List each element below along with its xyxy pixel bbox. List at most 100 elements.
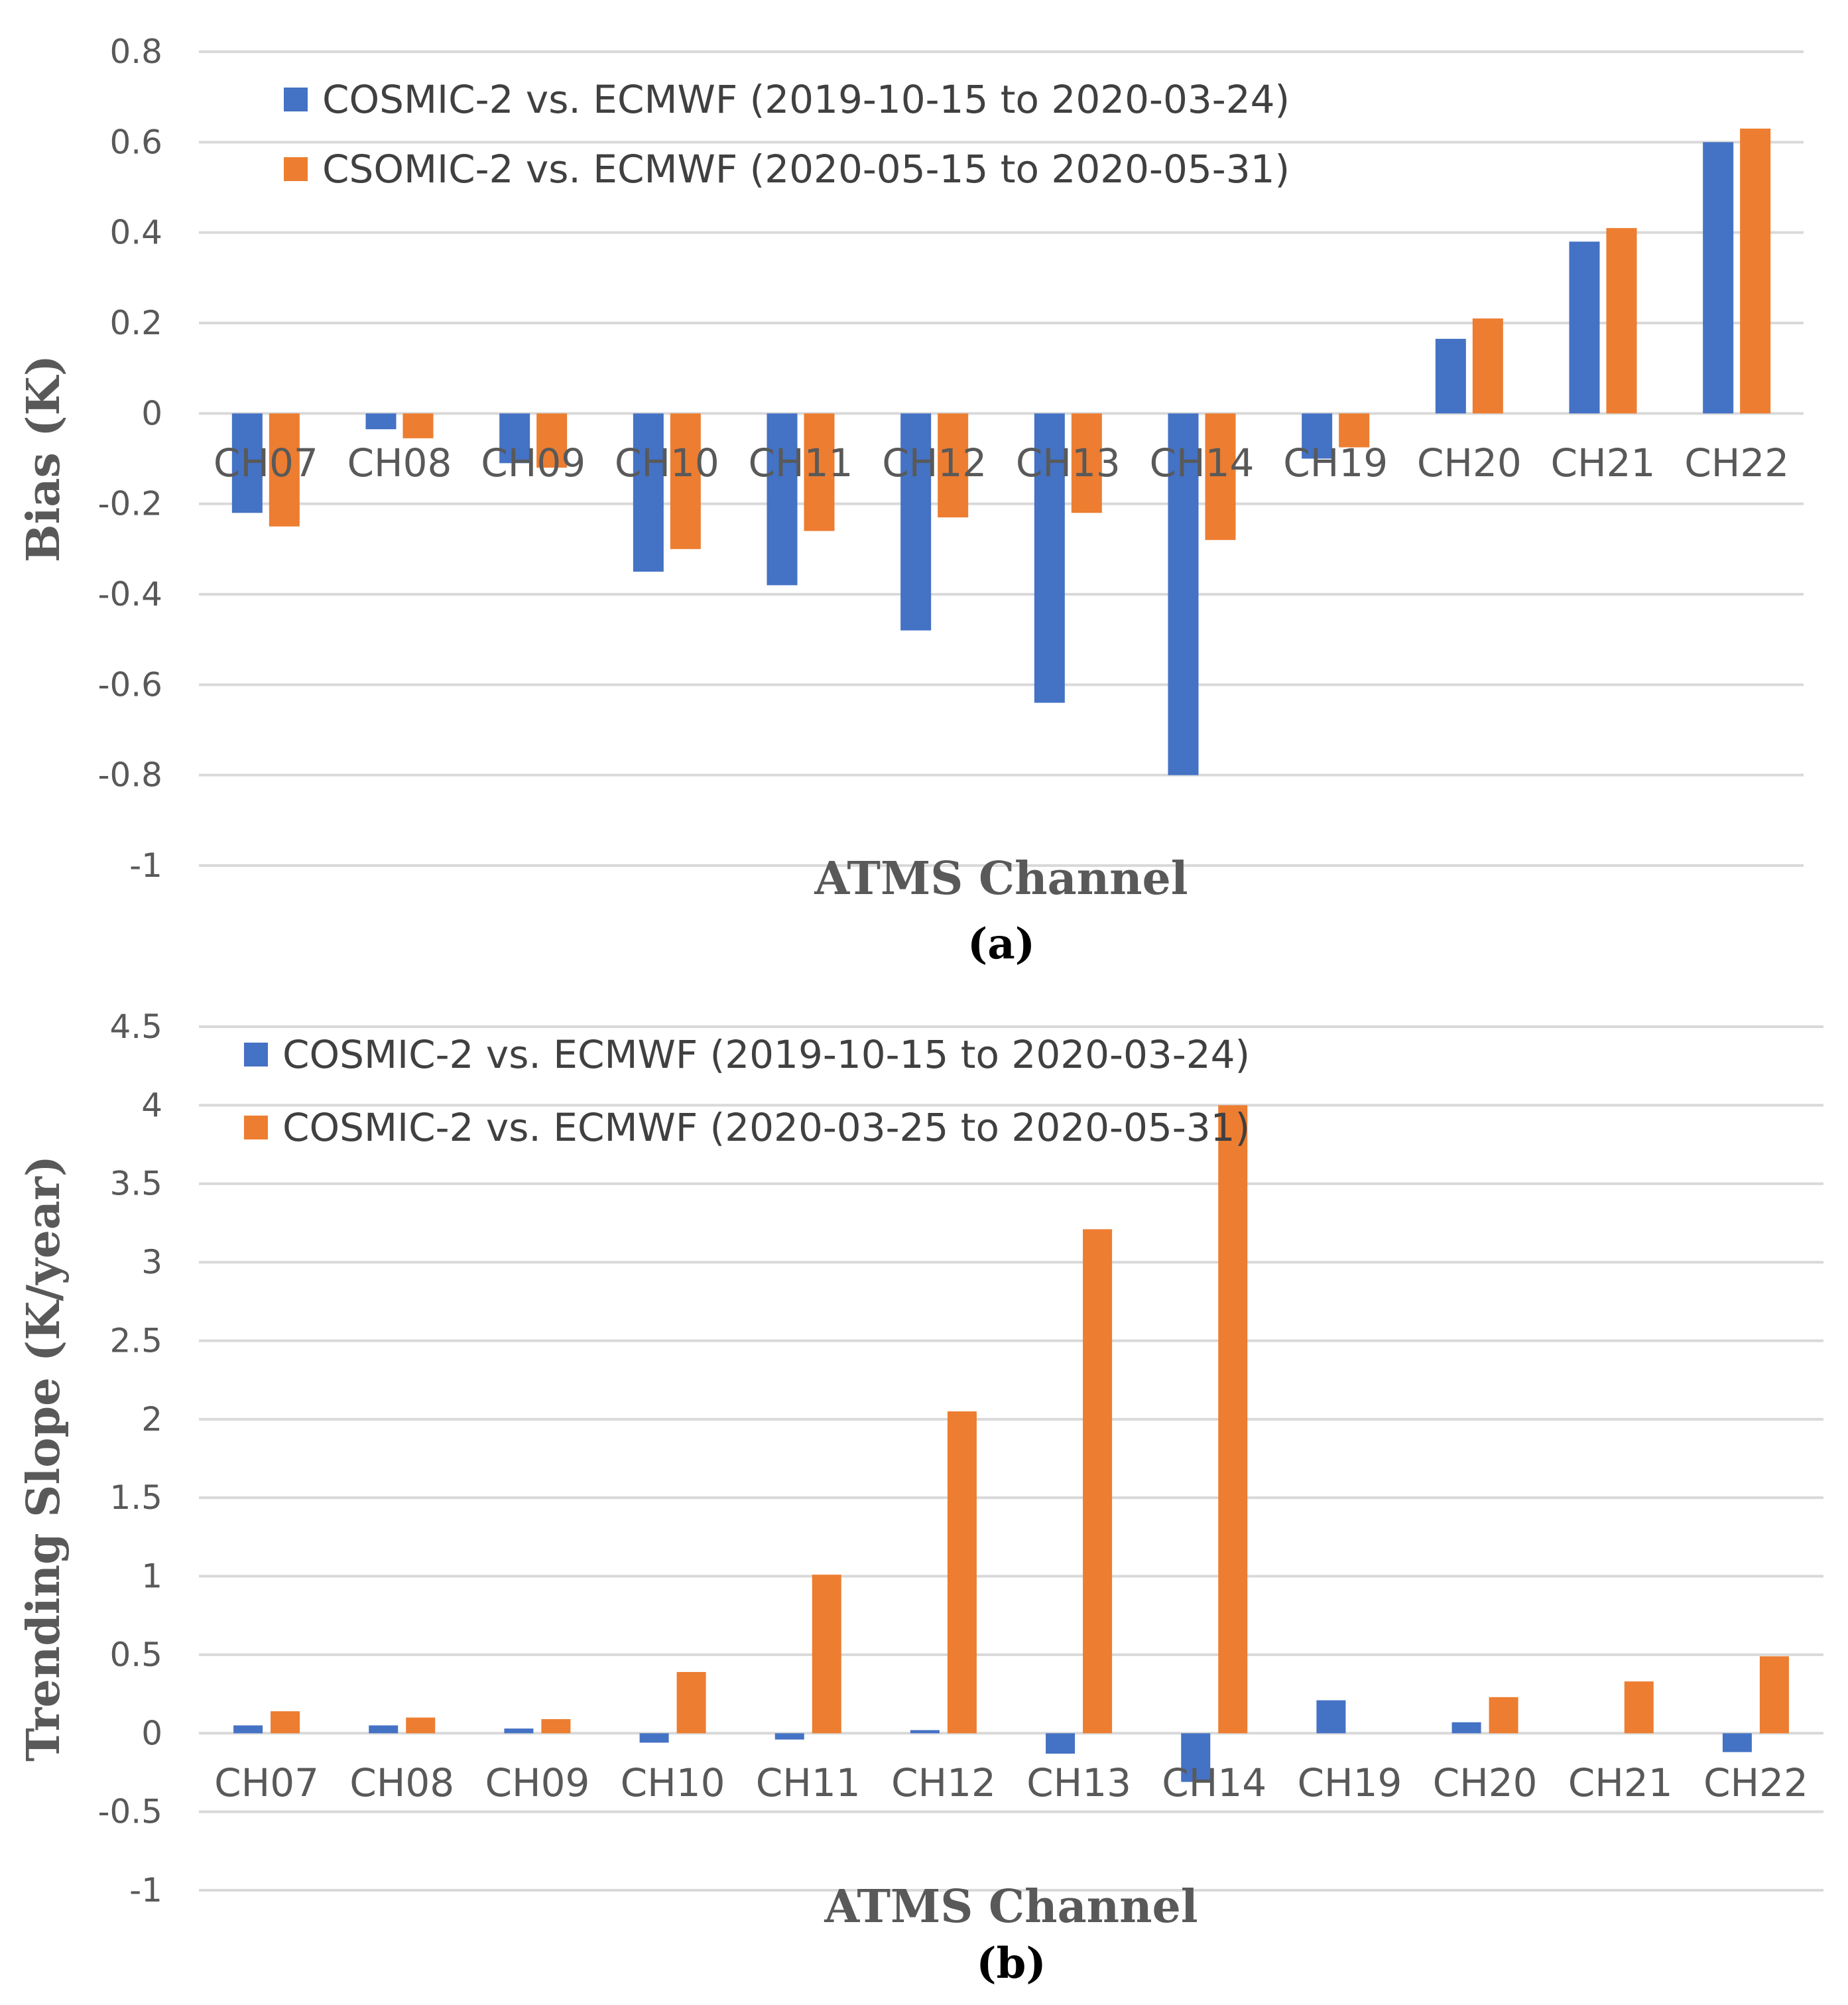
legend-entry: COSMIC-2 vs. ECMWF (2019-10-15 to 2020-0… [322,77,1290,122]
bar-series2-ch10 [676,1671,706,1734]
bar-series2-ch19 [1339,413,1370,448]
y-tick-label: 3.5 [109,1165,162,1203]
y-tick-label: -0.8 [97,756,162,795]
x-category-label: CH11 [756,1760,861,1805]
y-tick-label: 2 [141,1400,162,1439]
bar-series1-ch09 [504,1728,534,1734]
x-category-label: CH14 [1150,440,1255,485]
y-tick-label: 0.6 [109,123,162,161]
legend-entry: COSMIC-2 vs. ECMWF (2020-03-25 to 2020-0… [282,1105,1250,1150]
x-category-label: CH07 [214,1760,319,1805]
x-category-label: CH08 [347,440,452,485]
bar-series2-ch20 [1472,318,1503,414]
bar-series1-ch09 [499,413,530,464]
y-axis-title: Bias (K) [17,355,70,562]
panel-label: (a) [967,919,1035,969]
chart-panel-a: 0.8 0.6 0.4 0.2 0 -0.2 -0.4 -0.6 -0.8 -1 CH07 CH08 C… [17,32,1804,969]
bar-series1-ch07 [231,413,263,513]
chart-panel-b: 4.5 4 3.5 3 2.5 2 1.5 1 0.5 0 -0.5 -1 CH07 CH08 CH09 CH… [17,1007,1823,1988]
bar-series1-ch07 [233,1725,263,1734]
y-tick-label: -1 [129,1871,162,1909]
bar-series1-ch20 [1451,1722,1481,1734]
x-category-label: CH12 [882,440,987,485]
y-tick-label: -0.2 [97,485,162,523]
bar-series1-ch13 [1046,1733,1076,1754]
x-category-label: CH13 [1026,1760,1131,1805]
y-tick-label: 0.4 [109,214,162,252]
bar-series2-ch22 [1759,1656,1789,1734]
bar-series2-ch13 [1071,413,1102,513]
bar-series1-ch10 [633,413,664,572]
bar-series1-ch19 [1302,413,1333,459]
x-category-label: CH22 [1684,440,1789,485]
x-category-label: CH11 [749,440,853,485]
bar-series1-ch13 [1034,413,1065,703]
bar-series2-ch07 [269,413,300,527]
bar-series1-ch21 [1569,241,1600,414]
x-category-label: CH08 [349,1760,454,1805]
bar-series1-ch11 [774,1733,804,1740]
x-category-label: CH20 [1417,440,1522,485]
x-category-label: CH19 [1297,1760,1402,1805]
bar-series1-ch12 [900,413,932,631]
x-category-label: CH12 [891,1760,996,1805]
y-tick-label: -0.4 [97,575,162,614]
legend-swatch [244,1043,268,1067]
x-category-label: CH21 [1568,1760,1673,1805]
x-category-label: CH09 [481,440,585,485]
bar-series2-ch08 [406,1717,436,1734]
bar-series1-ch08 [369,1725,399,1734]
legend-entry: CSOMIC-2 vs. ECMWF (2020-05-15 to 2020-0… [322,147,1290,192]
y-tick-label: 0.8 [109,32,162,71]
x-axis-title: ATMS Channel [824,1880,1198,1933]
y-tick-label: -0.5 [97,1793,162,1831]
bar-series1-ch20 [1435,338,1466,414]
x-category-label: CH22 [1703,1760,1808,1805]
bar-series2-ch09 [541,1718,571,1734]
y-tick-label: 0.2 [109,304,162,342]
panel-label: (b) [976,1939,1046,1988]
bar-series2-ch07 [271,1711,300,1734]
y-tick-label: 0 [141,394,162,432]
x-category-label: CH21 [1551,440,1656,485]
x-axis-title: ATMS Channel [814,852,1188,905]
bar-series1-ch11 [767,413,798,586]
bar-series1-ch22 [1722,1733,1752,1752]
legend-swatch [244,1116,268,1139]
bar-series1-ch19 [1316,1700,1346,1734]
legend-entry: COSMIC-2 vs. ECMWF (2019-10-15 to 2020-0… [282,1032,1250,1077]
y-tick-label: 0.5 [109,1636,162,1674]
x-category-label: CH10 [621,1760,725,1805]
y-tick-label: 1.5 [109,1478,162,1517]
x-category-label: CH13 [1016,440,1121,485]
bar-series2-ch11 [812,1575,841,1734]
bar-series1-ch12 [910,1730,940,1734]
y-tick-label: 1 [141,1557,162,1596]
y-tick-label: 0 [141,1714,162,1752]
y-tick-label: 4.5 [109,1007,162,1046]
bar-series2-ch11 [804,413,835,531]
y-axis-title: Trending Slope (K/year) [17,1155,70,1762]
y-tick-label: -1 [129,846,162,885]
bar-series2-ch20 [1489,1697,1518,1734]
bar-series2-ch12 [947,1411,977,1734]
bar-series2-ch12 [938,413,969,518]
bar-series1-ch08 [365,413,397,430]
bar-series2-ch10 [670,413,701,549]
bar-series2-ch13 [1083,1229,1113,1734]
x-category-label: CH09 [485,1760,589,1805]
bar-series1-ch22 [1703,142,1734,414]
bar-series2-ch22 [1740,128,1771,414]
y-tick-label: 3 [141,1243,162,1281]
bar-series1-ch10 [639,1733,669,1743]
x-category-label: CH20 [1433,1760,1538,1805]
x-category-label: CH19 [1283,440,1388,485]
legend-swatch [284,157,308,181]
bar-series2-ch21 [1624,1681,1654,1734]
bar-series2-ch21 [1606,227,1637,414]
x-category-label: CH07 [214,440,318,485]
y-tick-label: 2.5 [109,1321,162,1360]
bar-series2-ch14 [1218,1105,1248,1734]
bar-series2-ch14 [1205,413,1236,541]
